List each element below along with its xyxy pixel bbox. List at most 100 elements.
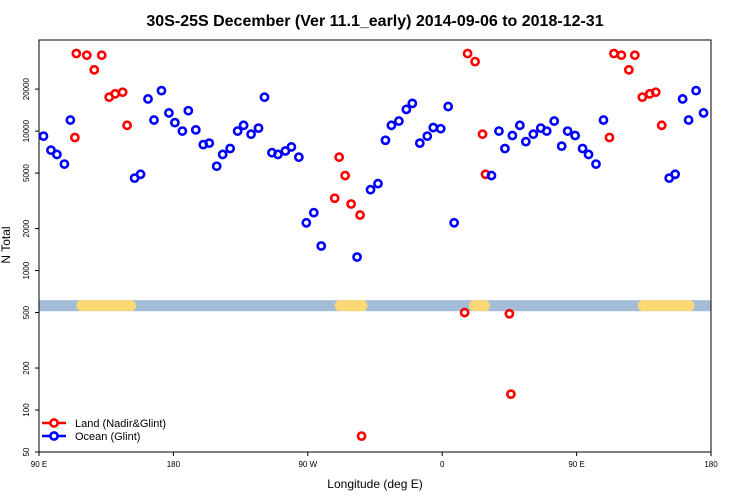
point-1-32 — [316, 241, 327, 251]
point-0-0 — [69, 132, 80, 143]
point-0-6 — [110, 88, 121, 99]
point-1-46 — [449, 217, 460, 228]
legend-marker-1 — [49, 431, 59, 441]
point-1-29 — [293, 152, 304, 163]
x-tick-label-5: 180 — [704, 460, 718, 469]
point-1-7 — [143, 94, 153, 104]
point-1-52 — [520, 136, 531, 147]
point-1-37 — [386, 120, 397, 131]
chart-title: 30S-25S December (Ver 11.1_early) 2014-0… — [146, 13, 603, 30]
point-1-19 — [225, 143, 236, 154]
point-1-14 — [190, 124, 201, 135]
point-0-12 — [346, 199, 357, 209]
y-axis: 50 100 200 500 1000 2000 5000 10000 20000 — [22, 77, 39, 456]
plot-frame — [38, 39, 712, 453]
y-tick-label-0: 50 — [22, 447, 31, 456]
x-tick-label-4: 90 E — [568, 460, 584, 469]
point-0-4 — [96, 50, 107, 61]
point-1-33 — [352, 252, 362, 262]
point-1-69 — [698, 108, 709, 118]
y-tick-label-2: 200 — [22, 361, 31, 375]
point-1-44 — [435, 123, 446, 134]
point-1-28 — [286, 142, 297, 152]
legend-label-0: Land (Nadir&Glint) — [75, 418, 166, 430]
x-tick-label-1: 180 — [167, 460, 181, 469]
point-0-17 — [470, 56, 480, 67]
point-0-10 — [334, 152, 345, 163]
point-0-2 — [81, 50, 92, 61]
point-1-21 — [238, 120, 249, 131]
legend: Land (Nadir&Glint)Ocean (Glint) — [42, 418, 166, 443]
point-1-68 — [691, 85, 701, 96]
point-0-9 — [329, 193, 340, 204]
point-1-40 — [407, 98, 418, 109]
point-1-39 — [401, 104, 412, 115]
point-1-61 — [583, 149, 594, 160]
point-1-48 — [494, 126, 504, 136]
point-1-26 — [273, 149, 283, 160]
land-band-segment-3 — [637, 300, 695, 312]
x-tick-label-0: 90 E — [31, 460, 47, 469]
point-1-34 — [365, 184, 376, 195]
x-axis-label: Longitude (deg E) — [327, 477, 422, 491]
point-1-22 — [246, 129, 256, 140]
point-0-13 — [355, 210, 365, 220]
legend-marker-0 — [49, 418, 59, 428]
point-1-2 — [52, 149, 62, 160]
point-1-18 — [217, 149, 228, 160]
point-0-20 — [504, 308, 515, 319]
point-1-12 — [177, 126, 188, 136]
y-tick-label-3: 500 — [22, 305, 31, 319]
point-1-51 — [514, 120, 525, 131]
point-0-16 — [462, 48, 473, 59]
x-tick-label-2: 90 W — [298, 460, 317, 469]
point-1-41 — [414, 138, 425, 149]
point-0-1 — [71, 48, 82, 59]
point-0-14 — [356, 431, 367, 442]
point-1-43 — [428, 122, 439, 133]
point-1-59 — [570, 130, 581, 141]
point-1-42 — [422, 131, 433, 142]
point-1-30 — [301, 217, 312, 228]
y-tick-label-4: 1000 — [22, 261, 31, 279]
land-band-segment-2 — [469, 300, 490, 312]
series-1 — [38, 85, 709, 262]
point-1-3 — [59, 159, 70, 169]
point-1-49 — [500, 143, 510, 154]
ocean-band — [39, 300, 711, 312]
point-0-8 — [122, 120, 133, 131]
point-1-53 — [528, 129, 539, 140]
point-0-15 — [459, 307, 470, 318]
point-0-30 — [656, 120, 667, 131]
point-1-35 — [373, 178, 383, 189]
point-1-50 — [507, 130, 518, 141]
point-1-57 — [556, 141, 567, 152]
point-1-65 — [670, 169, 681, 180]
point-1-56 — [549, 116, 560, 126]
point-0-22 — [604, 132, 615, 143]
point-0-11 — [340, 170, 351, 181]
point-1-58 — [562, 126, 573, 136]
y-tick-label-7: 10000 — [22, 119, 31, 142]
legend-label-1: Ocean (Glint) — [75, 431, 140, 443]
y-tick-label-6: 5000 — [22, 164, 31, 182]
point-1-67 — [683, 115, 694, 125]
point-1-45 — [443, 101, 454, 112]
point-0-27 — [637, 92, 648, 103]
point-0-7 — [117, 87, 128, 98]
point-1-9 — [156, 85, 167, 96]
land-band-segment-1 — [334, 300, 368, 312]
point-1-36 — [380, 135, 391, 146]
point-1-8 — [149, 115, 159, 125]
points-layer — [38, 48, 709, 442]
point-1-24 — [259, 92, 270, 103]
point-1-11 — [169, 117, 180, 128]
point-1-60 — [577, 143, 588, 154]
point-1-20 — [232, 126, 243, 136]
point-0-25 — [623, 64, 634, 75]
point-1-31 — [308, 207, 319, 218]
point-1-1 — [46, 145, 56, 156]
point-1-0 — [38, 131, 49, 142]
land-band-segment-0 — [76, 300, 137, 312]
point-1-10 — [164, 108, 174, 118]
